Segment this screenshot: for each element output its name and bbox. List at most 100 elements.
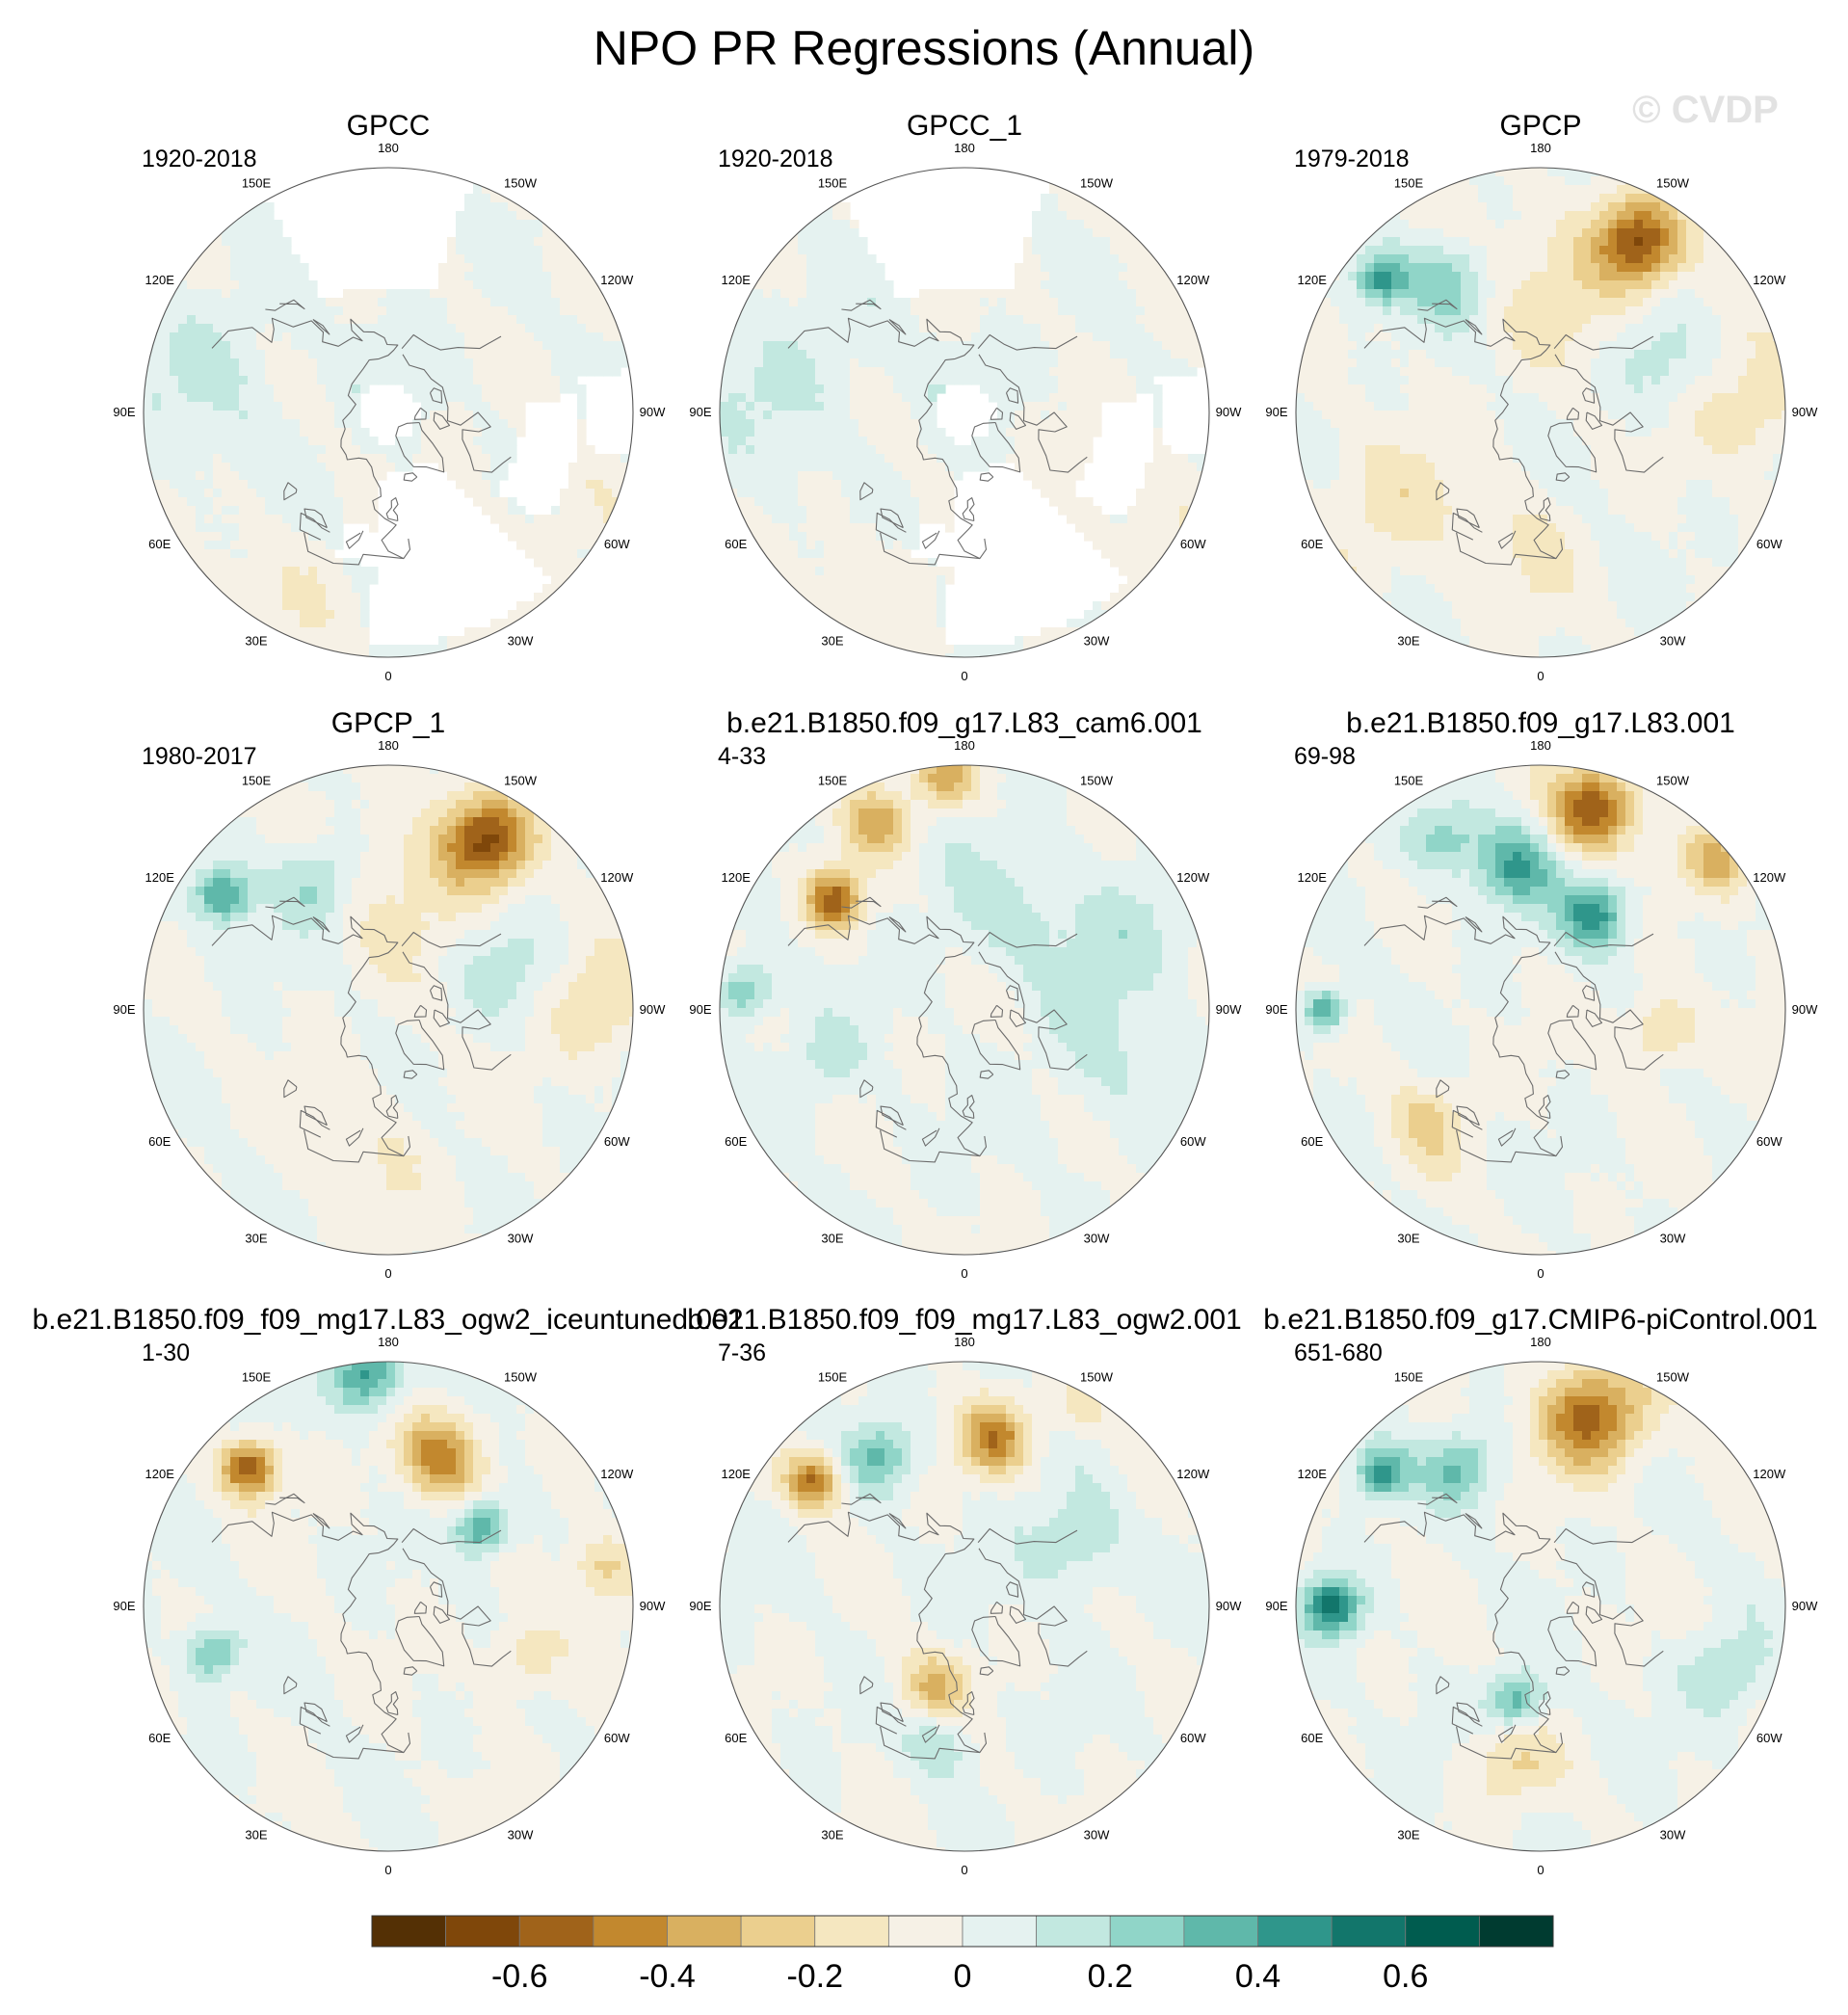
coastline bbox=[787, 317, 988, 560]
coastline bbox=[1585, 411, 1603, 430]
longitude-label: 150W bbox=[504, 1370, 538, 1385]
coastline bbox=[1553, 1527, 1654, 1545]
longitude-label: 150W bbox=[1656, 1370, 1690, 1385]
longitude-label: 90E bbox=[113, 405, 135, 419]
coastline bbox=[1585, 1009, 1603, 1027]
panel-title: GPCC_1 bbox=[907, 110, 1022, 142]
longitude-label: 0 bbox=[1537, 1266, 1544, 1281]
coastline bbox=[1363, 915, 1564, 1157]
coastline bbox=[345, 1724, 364, 1743]
colorbar-tick-label: -0.4 bbox=[639, 1958, 696, 1995]
map-panel: 180 150E 120E 90E 60E 30E 0 30W 60W 90W 120W 150W GP… bbox=[113, 110, 666, 683]
longitude-label: 150W bbox=[1080, 774, 1114, 788]
longitude-label: 90W bbox=[1216, 1002, 1242, 1017]
coastline bbox=[403, 1666, 418, 1676]
panel-period: 4-33 bbox=[718, 743, 766, 770]
colorbar-box bbox=[445, 1915, 520, 1948]
precip-field bbox=[720, 765, 1209, 1255]
colorbar-box bbox=[667, 1915, 742, 1948]
longitude-label: 60W bbox=[1756, 537, 1782, 551]
coastline bbox=[979, 1666, 994, 1676]
coastline bbox=[345, 1127, 364, 1147]
map-border bbox=[719, 1361, 1210, 1852]
longitude-label: 60W bbox=[1180, 537, 1206, 551]
longitude-label: 150E bbox=[242, 1370, 272, 1385]
coastline bbox=[211, 1511, 411, 1754]
longitude-label: 30E bbox=[1397, 633, 1419, 648]
longitude-label: 150W bbox=[1656, 774, 1690, 788]
coastline bbox=[395, 421, 445, 473]
longitude-label: 150W bbox=[1656, 176, 1690, 191]
coastline bbox=[1566, 407, 1580, 420]
map-panel: 180 150E 120E 90E 60E 30E 0 30W 60W 90W 120W 150W GP… bbox=[689, 110, 1242, 683]
longitude-label: 90E bbox=[1265, 1599, 1287, 1613]
map-border bbox=[1295, 764, 1786, 1256]
longitude-label: 60E bbox=[148, 1134, 171, 1149]
coastline bbox=[962, 1691, 975, 1716]
coastline bbox=[1456, 532, 1556, 566]
longitude-label: 120W bbox=[1753, 870, 1786, 885]
coastline bbox=[1538, 1095, 1551, 1120]
coastline bbox=[978, 1548, 1088, 1667]
coastline bbox=[395, 1019, 445, 1071]
longitude-label: 120W bbox=[1176, 1467, 1210, 1481]
coastline bbox=[990, 1004, 1004, 1018]
panel-period: 1920-2018 bbox=[718, 146, 833, 172]
longitude-label: 150E bbox=[818, 1370, 848, 1385]
longitude-label: 30E bbox=[1397, 1231, 1419, 1245]
longitude-label: 60E bbox=[148, 1731, 171, 1745]
longitude-label: 90W bbox=[1216, 1599, 1242, 1613]
coastlines bbox=[211, 1493, 512, 1760]
coastline bbox=[1566, 1004, 1580, 1018]
colorbar-boxes bbox=[371, 1915, 1554, 1948]
coastline bbox=[1581, 387, 1596, 404]
coastline bbox=[888, 1513, 907, 1529]
coastline bbox=[429, 387, 443, 404]
longitude-label: 120E bbox=[145, 273, 175, 287]
longitude-label: 30E bbox=[245, 1231, 267, 1245]
longitude-label: 150W bbox=[1080, 176, 1114, 191]
longitude-label: 30W bbox=[1660, 633, 1686, 648]
longitude-label: 150E bbox=[1394, 774, 1424, 788]
coastline bbox=[1497, 1127, 1517, 1147]
longitude-label: 150E bbox=[242, 774, 272, 788]
coastline bbox=[345, 530, 364, 549]
coastline bbox=[413, 1601, 428, 1614]
longitude-label: 60W bbox=[1756, 1134, 1782, 1149]
coastlines bbox=[211, 299, 512, 566]
map-border bbox=[719, 167, 1210, 658]
longitude-label: 180 bbox=[1530, 738, 1551, 753]
longitude-label: 120W bbox=[600, 870, 634, 885]
longitude-label: 60E bbox=[148, 537, 171, 551]
longitude-label: 150W bbox=[1080, 1370, 1114, 1385]
coastline bbox=[1554, 951, 1664, 1071]
coastline bbox=[880, 532, 980, 566]
coastline bbox=[1585, 1605, 1603, 1624]
longitude-label: 30E bbox=[245, 1827, 267, 1842]
colorbar-box bbox=[962, 1915, 1038, 1948]
coastline bbox=[979, 472, 994, 482]
coastline bbox=[1417, 299, 1458, 311]
coastline bbox=[1555, 1666, 1571, 1676]
map-panel: 180 150E 120E 90E 60E 30E 0 30W 60W 90W 120W 150W GP… bbox=[113, 707, 666, 1281]
coastline bbox=[402, 354, 512, 473]
longitude-label: 60E bbox=[1301, 537, 1323, 551]
coastline bbox=[1553, 931, 1654, 948]
coastline bbox=[403, 1070, 418, 1079]
coastline bbox=[1538, 497, 1551, 522]
coastline bbox=[385, 1691, 399, 1716]
coastline bbox=[433, 1605, 451, 1624]
longitude-label: 30W bbox=[1660, 1231, 1686, 1245]
colorbar-box bbox=[371, 1915, 447, 1948]
coastline bbox=[413, 407, 428, 420]
longitude-label: 90W bbox=[640, 405, 666, 419]
longitude-label: 120E bbox=[722, 1467, 752, 1481]
coastline bbox=[304, 508, 328, 529]
longitude-label: 30W bbox=[508, 633, 534, 648]
colorbar-box bbox=[1478, 1915, 1554, 1948]
longitude-label: 30W bbox=[1084, 1827, 1110, 1842]
longitude-label: 120W bbox=[1753, 1467, 1786, 1481]
coastline bbox=[787, 915, 988, 1157]
longitude-label: 120W bbox=[600, 273, 634, 287]
longitude-label: 120W bbox=[1176, 273, 1210, 287]
